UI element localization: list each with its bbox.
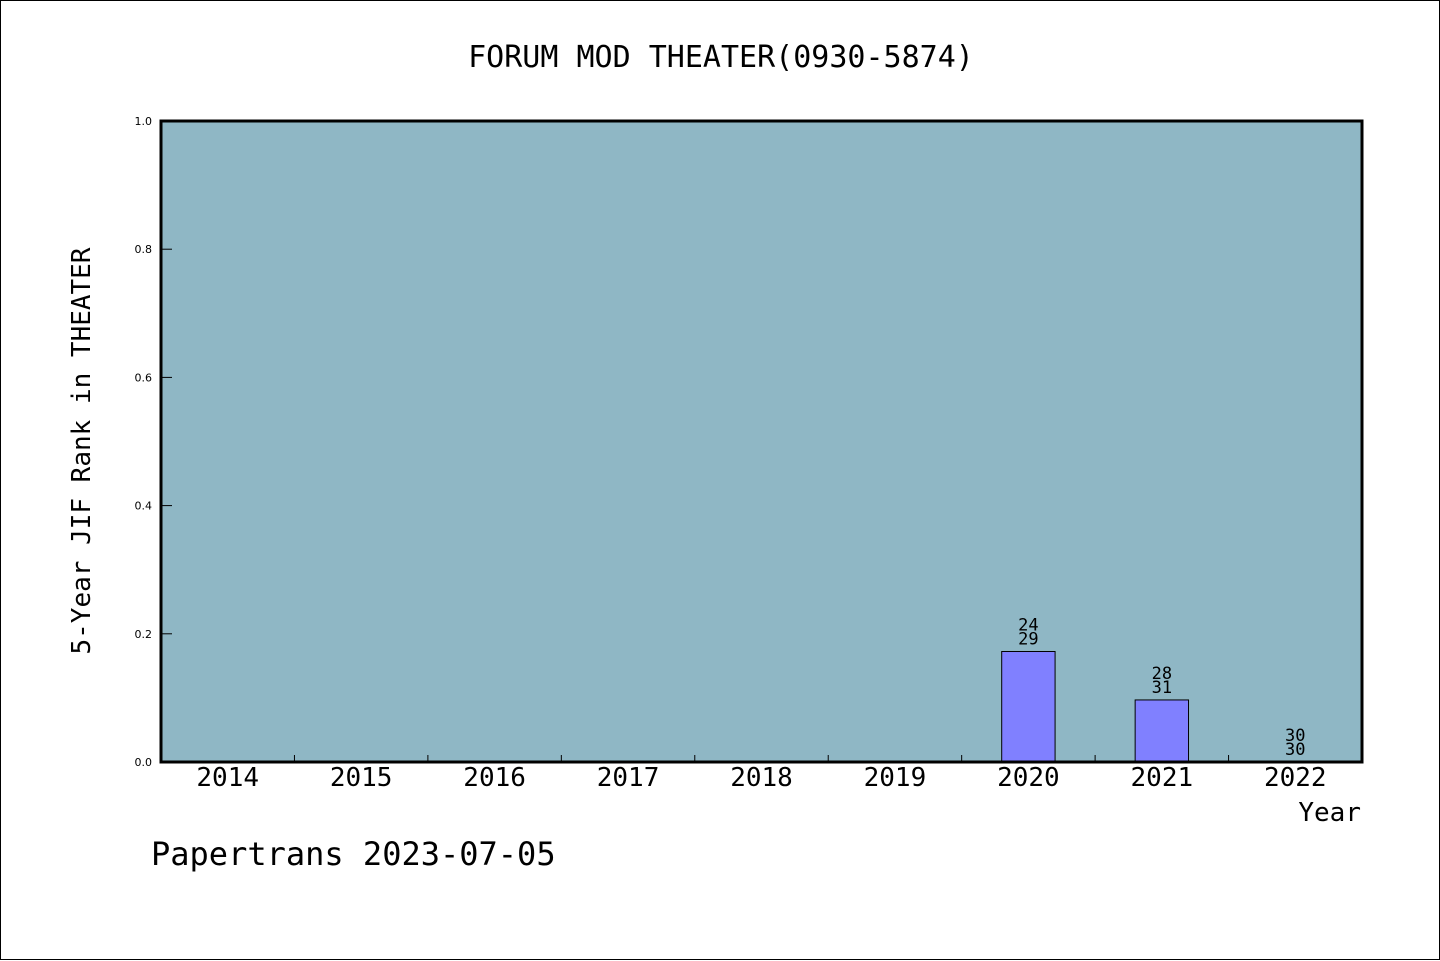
y-tick-label: 0.8 bbox=[135, 243, 153, 256]
bar-total-label: 29 bbox=[1018, 629, 1038, 649]
bar-total-label: 31 bbox=[1152, 678, 1172, 698]
bar bbox=[1134, 699, 1190, 763]
x-axis-ticks: 2014 2015 2016 2017 2018 2019 2020 2021 2022 bbox=[196, 755, 1327, 793]
x-tick-label: 2021 bbox=[1131, 763, 1194, 793]
y-tick-label: 0.2 bbox=[135, 628, 153, 641]
x-axis-label: Year bbox=[1298, 798, 1361, 828]
bar-rank-label: 30 bbox=[1285, 726, 1305, 746]
y-axis-label: 5-Year JIF Rank in THEATER bbox=[67, 247, 97, 654]
bar-rank-label: 28 bbox=[1152, 664, 1172, 684]
x-tick-label: 2017 bbox=[597, 763, 660, 793]
bars bbox=[1001, 650, 1323, 763]
x-tick-label: 2016 bbox=[463, 763, 526, 793]
x-tick-label: 2020 bbox=[997, 763, 1060, 793]
x-tick-label: 2022 bbox=[1264, 763, 1327, 793]
x-tick-label: 2015 bbox=[330, 763, 393, 793]
bar-total-label: 30 bbox=[1285, 740, 1305, 760]
bar-rank-label: 24 bbox=[1018, 615, 1038, 635]
y-tick-label: 1.0 bbox=[135, 115, 153, 128]
y-tick-label: 0.0 bbox=[135, 756, 153, 769]
chart-title: FORUM MOD THEATER(0930-5874) bbox=[468, 40, 974, 75]
y-tick-label: 0.4 bbox=[135, 500, 153, 513]
y-tick-label: 0.6 bbox=[135, 371, 153, 384]
footer-text: Papertrans 2023-07-05 bbox=[151, 835, 556, 873]
y-axis-ticks: 0.0 0.2 0.4 0.6 0.8 1.0 bbox=[135, 115, 172, 769]
x-tick-label: 2018 bbox=[730, 763, 793, 793]
plot-border bbox=[159, 119, 1364, 764]
bar bbox=[1001, 650, 1056, 763]
x-tick-label: 2014 bbox=[196, 763, 259, 793]
x-tick-label: 2019 bbox=[864, 763, 927, 793]
plot-area bbox=[161, 121, 1362, 762]
